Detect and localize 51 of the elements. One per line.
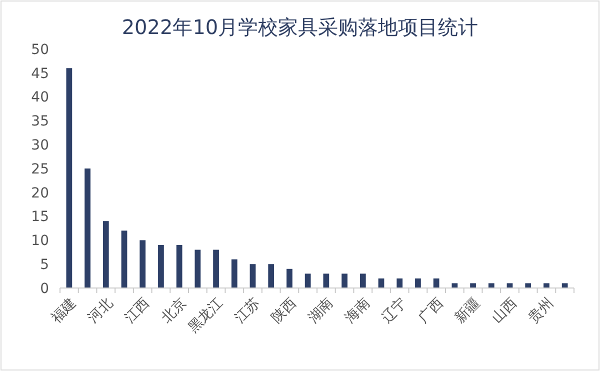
bar [433,278,440,288]
x-tick-label: 黑龙江 [185,294,226,336]
y-tick-label: 20 [31,185,49,202]
x-tick-label: 湖南 [305,294,336,326]
y-tick-label: 15 [31,209,49,226]
bar [415,278,421,288]
x-tick-label: 贵州 [526,294,557,326]
bar [102,221,109,288]
x-tick-label: 江苏 [232,294,264,326]
bar [470,283,476,288]
bar [194,250,201,288]
bar [268,264,274,288]
bar [250,264,256,288]
x-tick-label: 新疆 [452,294,484,326]
y-tick-label: 30 [31,138,49,154]
bar [525,283,532,288]
bar [121,230,128,288]
x-tick-label: 福建 [48,294,80,326]
y-tick-label: 50 [31,42,49,58]
bar [342,274,348,288]
y-tick-label: 5 [40,257,49,273]
chart-title: 2022年10月学校家具采购落地项目统计 [122,15,478,39]
bar [323,274,330,288]
bar [176,244,182,288]
bar [158,244,164,288]
bar [360,274,366,288]
bar [544,283,550,288]
y-tick-label: 0 [40,280,49,297]
bar [396,278,403,288]
x-tick-label: 辽宁 [378,294,410,326]
bar [304,274,311,288]
x-tick-label: 海南 [342,294,374,326]
y-tick-label: 35 [31,114,49,130]
bar [231,259,238,288]
y-tick-label: 40 [31,90,49,106]
x-tick-label: 广西 [416,294,447,326]
x-tick-label: 山西 [488,294,520,326]
bar [84,168,90,288]
bar [66,68,72,288]
bar [488,283,494,288]
bar [562,283,568,288]
bar [452,283,458,288]
y-tick-label: 25 [31,161,49,178]
x-tick-label: 陕西 [268,294,300,326]
bar [140,240,146,288]
y-tick-label: 10 [31,233,49,250]
bar [286,268,292,288]
y-tick-label: 45 [31,66,49,82]
x-tick-label: 江西 [122,294,153,326]
bar [213,250,219,288]
x-tick-label: 河北 [85,294,116,326]
